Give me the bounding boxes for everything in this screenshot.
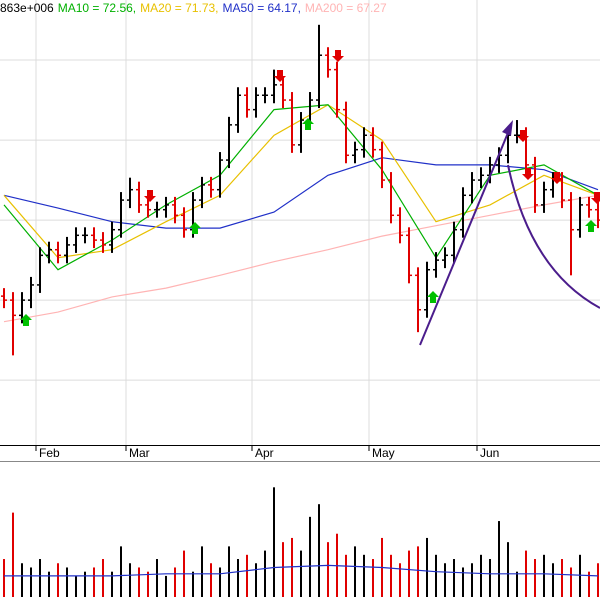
volume-bar <box>75 575 77 597</box>
volume-bar <box>444 563 446 597</box>
volume-bar <box>147 571 149 597</box>
volume-bar <box>246 554 248 597</box>
sell-arrow <box>517 130 529 142</box>
volume-bar <box>201 546 203 597</box>
volume-bar <box>516 571 518 597</box>
volume-bar <box>363 554 365 597</box>
x-tick-label: Feb <box>39 446 60 460</box>
volume-bar <box>399 563 401 597</box>
volume-bar <box>471 563 473 597</box>
volume-bar <box>597 563 599 597</box>
volume-bar <box>273 487 275 597</box>
volume-bar <box>174 567 176 597</box>
volume-bar <box>255 563 257 597</box>
legend: 863e+006 MA10 = 72.56, MA20 = 71.73, MA50 =… <box>0 1 387 15</box>
volume-bar <box>534 559 536 597</box>
buy-arrow <box>20 314 32 326</box>
volume-bar <box>21 563 23 597</box>
signal-arrows <box>20 50 600 326</box>
volume-bar <box>489 559 491 597</box>
volume-bar <box>84 571 86 597</box>
volume-bar <box>39 559 41 597</box>
x-tick-label: Apr <box>255 446 274 460</box>
volume-bar <box>138 567 140 597</box>
sell-arrow <box>144 190 156 202</box>
buy-arrow <box>427 291 439 303</box>
volume-bar <box>156 559 158 597</box>
volume-bar <box>282 542 284 597</box>
legend-entry: MA200 = 67.27 <box>305 1 387 15</box>
volume-ma-line <box>4 564 599 577</box>
x-tick-label: Mar <box>129 446 150 460</box>
legend-entry: MA50 = 64.17, <box>223 1 301 15</box>
volume-bar <box>300 550 302 597</box>
sell-arrow <box>522 168 534 180</box>
volume-bar <box>480 554 482 597</box>
trend-arc <box>507 164 600 309</box>
volume-bar <box>498 521 500 597</box>
volume-bar <box>93 567 95 597</box>
sell-arrow <box>332 50 344 62</box>
volume-bar <box>507 542 509 597</box>
volume-bar <box>66 567 68 597</box>
volume-bar <box>30 567 32 597</box>
volume-bar <box>552 563 554 597</box>
volume-bar <box>570 567 572 597</box>
legend-entry: MA20 = 71.73, <box>140 1 218 15</box>
volume-bar <box>435 554 437 597</box>
volume-bar <box>327 542 329 597</box>
buy-arrow <box>585 220 597 232</box>
volume-bar <box>318 504 320 597</box>
buy-arrow <box>189 222 201 234</box>
marks <box>1 24 600 597</box>
trend-line <box>419 127 511 346</box>
volume-bar <box>345 554 347 597</box>
volume-bar <box>543 554 545 597</box>
volume-bar <box>390 554 392 597</box>
volume-bar <box>228 546 230 597</box>
volume-bar <box>102 559 104 597</box>
volume-bar <box>264 550 266 597</box>
volume-bar <box>210 563 212 597</box>
legend-entry: MA10 = 72.56, <box>58 1 136 15</box>
volume-bar <box>129 563 131 597</box>
x-tick-label: Jun <box>480 446 499 460</box>
volume-bar <box>372 559 374 597</box>
volume-bar <box>219 567 221 597</box>
volume-bar <box>417 546 419 597</box>
grid: Feb Mar Apr May Jun <box>0 0 600 460</box>
trend-arrowhead <box>502 120 513 136</box>
volume-bar <box>309 516 311 597</box>
volume-bar <box>561 559 563 597</box>
volume-bar <box>3 559 5 597</box>
volume-bar <box>111 571 113 597</box>
volume-label: 863e+006 <box>0 1 54 15</box>
volume-bar <box>237 559 239 597</box>
volume-bar <box>192 571 194 597</box>
volume-bar <box>354 546 356 597</box>
volume-bar <box>588 571 590 597</box>
buy-arrow <box>302 118 314 130</box>
volume-bar <box>120 546 122 597</box>
volume-bar <box>165 575 167 597</box>
sell-arrow <box>274 70 286 82</box>
trend-drawings <box>419 120 600 346</box>
moving-average-line <box>3 194 599 323</box>
volume-bar <box>579 554 581 597</box>
x-tick-label: May <box>372 446 395 460</box>
sell-arrow <box>551 172 563 184</box>
volume-bar <box>12 512 14 597</box>
volume-bar <box>462 567 464 597</box>
volume-bar <box>453 559 455 597</box>
volume-bar <box>48 571 50 597</box>
volume-bar <box>291 537 293 597</box>
volume-bar <box>426 537 428 597</box>
volume-bar <box>57 563 59 597</box>
sell-arrow <box>591 192 600 204</box>
volume-bar <box>408 550 410 597</box>
